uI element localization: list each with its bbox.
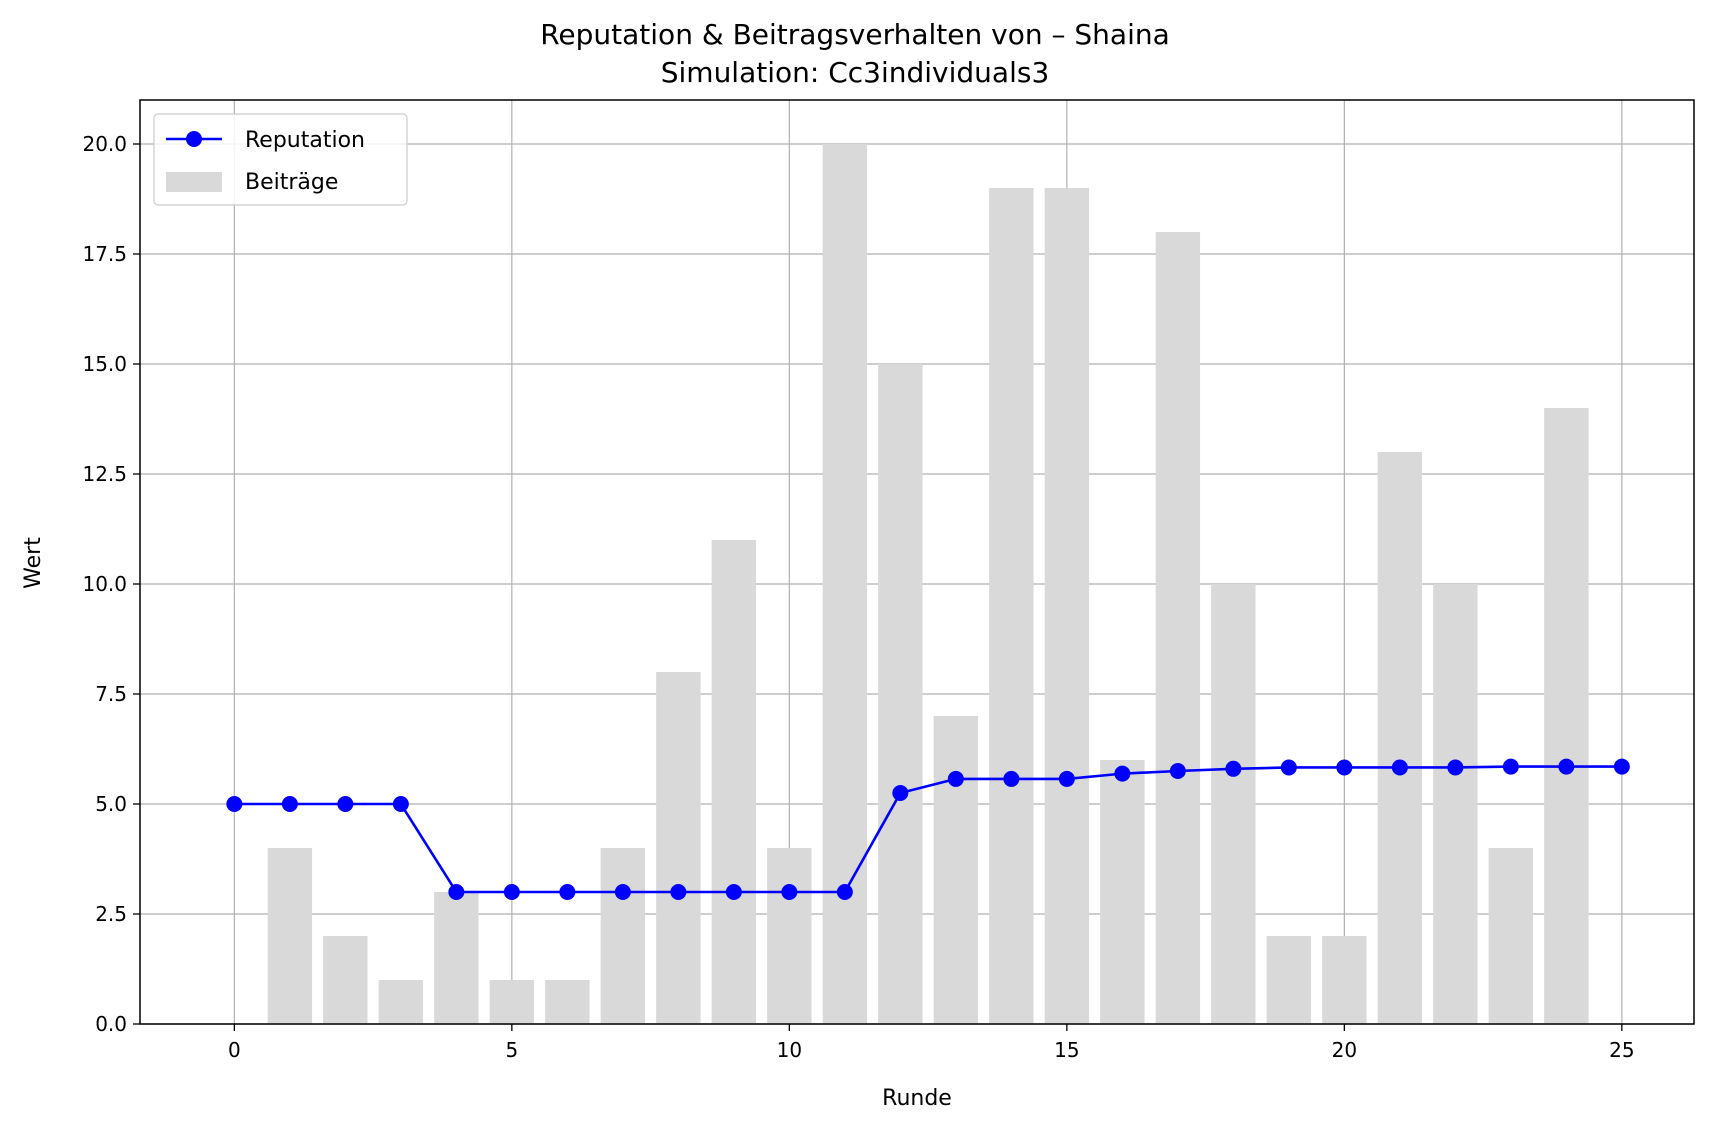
reputation-point [448, 884, 465, 900]
reputation-point [1502, 758, 1519, 775]
bar [656, 672, 701, 1024]
plot-frame [139, 99, 1695, 1025]
legend-bar-swatch [166, 172, 222, 192]
x-tick-label: 10 [777, 1038, 802, 1062]
contribution-bars [267, 144, 1589, 1024]
bar [878, 364, 923, 1024]
reputation-point [281, 796, 298, 812]
bar [711, 540, 757, 1024]
x-axis-label: Runde [882, 1086, 952, 1111]
reputation-point [1058, 770, 1075, 787]
y-tick-label: 10.0 [82, 572, 127, 596]
bar [600, 848, 646, 1024]
reputation-point [1391, 759, 1408, 776]
legend: Reputation Beiträge [153, 113, 408, 206]
bar [434, 892, 479, 1024]
bar [989, 188, 1034, 1024]
reputation-point [725, 884, 742, 900]
bar [545, 980, 590, 1024]
legend-label-contributions: Beiträge [245, 170, 338, 195]
reputation-line [226, 758, 1630, 900]
reputation-point [226, 796, 243, 812]
reputation-point [1558, 758, 1575, 775]
y-axis-label: Wert [21, 537, 46, 589]
bar [1266, 936, 1312, 1024]
reputation-point [670, 884, 687, 900]
reputation-point [337, 796, 354, 812]
reputation-point [1225, 760, 1242, 777]
reputation-point [1169, 763, 1186, 779]
y-tick-label: 12.5 [82, 462, 127, 486]
y-tick-label: 20.0 [82, 132, 127, 156]
reputation-point [892, 785, 909, 801]
y-axis-ticks: 0.0 2.5 5.0 7.5 10.0 12.5 15.0 17.5 20.0 [82, 132, 140, 1036]
reputation-point [836, 884, 853, 900]
reputation-point [1280, 759, 1297, 776]
bar [1377, 452, 1423, 1024]
bar [822, 144, 868, 1024]
y-tick-label: 7.5 [95, 682, 127, 706]
reputation-point [392, 796, 409, 812]
reputation-point [1003, 770, 1020, 787]
x-tick-label: 0 [228, 1038, 241, 1062]
bar [378, 980, 424, 1024]
bar [767, 848, 812, 1024]
bar [489, 980, 535, 1024]
reputation-point [947, 770, 964, 787]
chart-title: Reputation & Beitragsverhalten von – Sha… [540, 18, 1170, 51]
bar [1044, 188, 1090, 1024]
bar [1211, 584, 1256, 1024]
bar [933, 716, 979, 1024]
bar [1433, 584, 1478, 1024]
reputation-point [1114, 765, 1131, 782]
x-tick-label: 5 [505, 1038, 518, 1062]
reputation-point [781, 884, 798, 900]
y-tick-label: 15.0 [82, 352, 127, 376]
reputation-point [503, 884, 520, 900]
y-tick-label: 17.5 [82, 242, 127, 266]
reputation-point [1447, 759, 1464, 776]
reputation-series-line [234, 765, 1622, 894]
y-tick-label: 2.5 [95, 902, 127, 926]
reputation-point [614, 884, 631, 900]
x-tick-label: 15 [1054, 1038, 1079, 1062]
bar [267, 848, 313, 1024]
legend-marker-swatch [186, 131, 202, 147]
y-tick-label: 5.0 [95, 792, 127, 816]
chart-subtitle: Simulation: Cc3individuals3 [661, 56, 1050, 89]
bar [1100, 760, 1145, 1024]
reputation-point [1336, 759, 1353, 776]
x-tick-label: 25 [1609, 1038, 1634, 1062]
bar [1322, 936, 1367, 1024]
bar [323, 936, 368, 1024]
legend-label-reputation: Reputation [245, 128, 365, 153]
x-axis-ticks: 0 5 10 15 20 25 [228, 1024, 1635, 1062]
y-tick-label: 0.0 [95, 1012, 127, 1036]
x-tick-label: 20 [1332, 1038, 1357, 1062]
reputation-point [1613, 758, 1630, 775]
bar [1155, 232, 1201, 1024]
reputation-point [559, 884, 576, 900]
bar [1544, 408, 1589, 1024]
bar [1488, 848, 1534, 1024]
